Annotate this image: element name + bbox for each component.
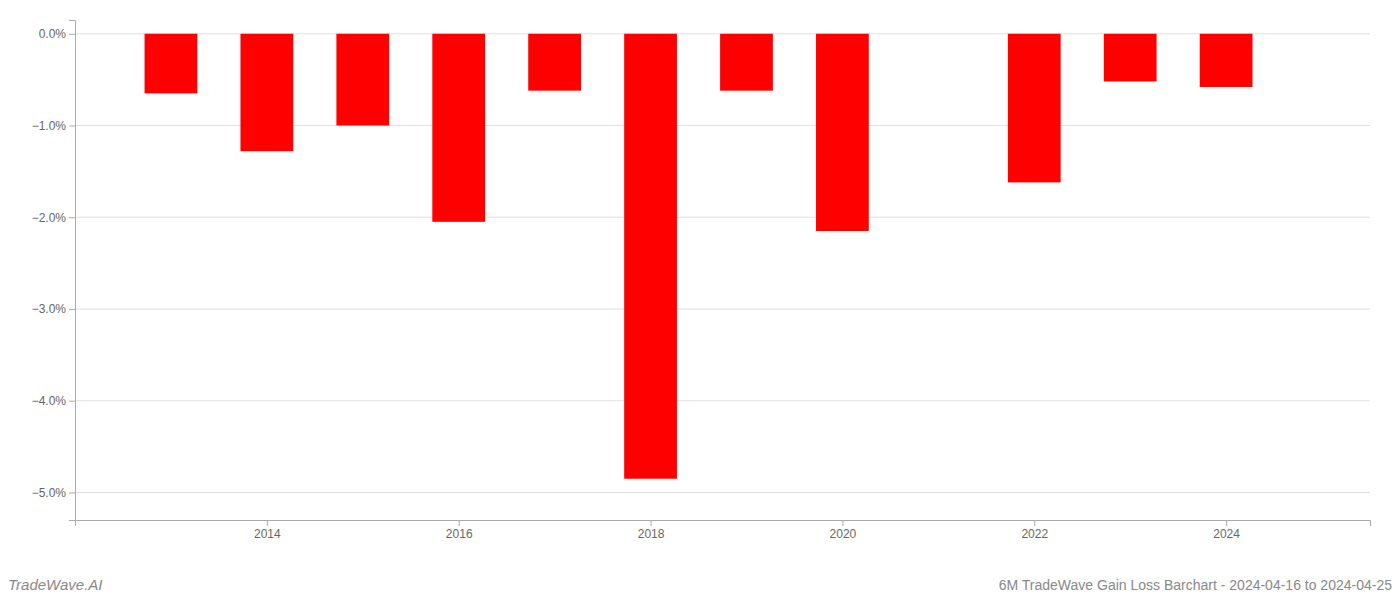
y-tick-label: 0.0% <box>39 27 67 41</box>
y-tick-label: −5.0% <box>32 486 67 500</box>
x-axis-line <box>76 521 1371 527</box>
y-axis: 0.0% −1.0% −2.0% −3.0% −4.0% −5.0% <box>32 21 76 521</box>
grid-line <box>75 400 1370 401</box>
y-axis-line <box>69 21 76 521</box>
y-tick-mark <box>69 126 75 127</box>
x-tick-mark <box>267 520 268 526</box>
x-tick-mark <box>651 520 652 526</box>
bar <box>1008 34 1061 183</box>
y-tick: −3.0% <box>32 302 75 316</box>
x-tick: 2022 <box>1021 520 1048 541</box>
bar <box>336 34 389 126</box>
y-tick: 0.0% <box>39 27 75 41</box>
x-tick: 2024 <box>1213 520 1240 541</box>
y-tick-mark <box>69 401 75 402</box>
y-tick-mark <box>69 492 75 493</box>
y-tick-mark <box>69 217 75 218</box>
grid-line <box>75 492 1370 493</box>
bar <box>432 34 485 222</box>
y-tick: −1.0% <box>32 119 75 133</box>
x-tick: 2014 <box>254 520 281 541</box>
grid-line <box>75 308 1370 309</box>
x-tick-mark <box>842 520 843 526</box>
x-tick-label: 2022 <box>1021 527 1048 541</box>
x-tick-label: 2024 <box>1213 527 1240 541</box>
x-tick: 2020 <box>830 520 857 541</box>
x-tick-mark <box>459 520 460 526</box>
x-tick-label: 2016 <box>446 527 473 541</box>
x-tick-mark <box>1034 520 1035 526</box>
y-tick-label: −2.0% <box>32 211 67 225</box>
y-tick-label: −4.0% <box>32 394 67 408</box>
grid-line <box>75 217 1370 218</box>
y-tick: −5.0% <box>32 486 75 500</box>
x-tick: 2018 <box>638 520 665 541</box>
bar <box>1104 34 1157 82</box>
bar <box>1200 34 1253 87</box>
bar <box>624 34 677 479</box>
plot: 0.0%−1.0%−2.0%−3.0%−4.0%−5.0%20142016201… <box>32 21 1371 541</box>
x-tick-label: 2020 <box>830 527 857 541</box>
y-tick: −4.0% <box>32 394 75 408</box>
x-tick-mark <box>1226 520 1227 526</box>
bar <box>528 34 581 91</box>
x-axis: 2014 2016 2018 2020 2022 2024 <box>76 520 1371 541</box>
bar <box>816 34 869 231</box>
bars <box>145 34 1253 479</box>
x-tick: 2016 <box>446 520 473 541</box>
grid <box>75 34 1370 493</box>
bar <box>720 34 773 91</box>
y-tick: −2.0% <box>32 211 75 225</box>
x-tick-label: 2014 <box>254 527 281 541</box>
title: 6M TradeWave Gain Loss Barchart - 2024-0… <box>999 577 1392 593</box>
y-tick-mark <box>69 34 75 35</box>
y-tick-label: −3.0% <box>32 302 67 316</box>
watermark: TradeWave.AI <box>8 576 102 593</box>
chart: 0.0%−1.0%−2.0%−3.0%−4.0%−5.0%20142016201… <box>0 0 1400 600</box>
bar <box>145 34 198 94</box>
bar <box>240 34 293 151</box>
x-tick-label: 2018 <box>638 527 665 541</box>
y-tick-label: −1.0% <box>32 119 67 133</box>
y-tick-mark <box>69 309 75 310</box>
